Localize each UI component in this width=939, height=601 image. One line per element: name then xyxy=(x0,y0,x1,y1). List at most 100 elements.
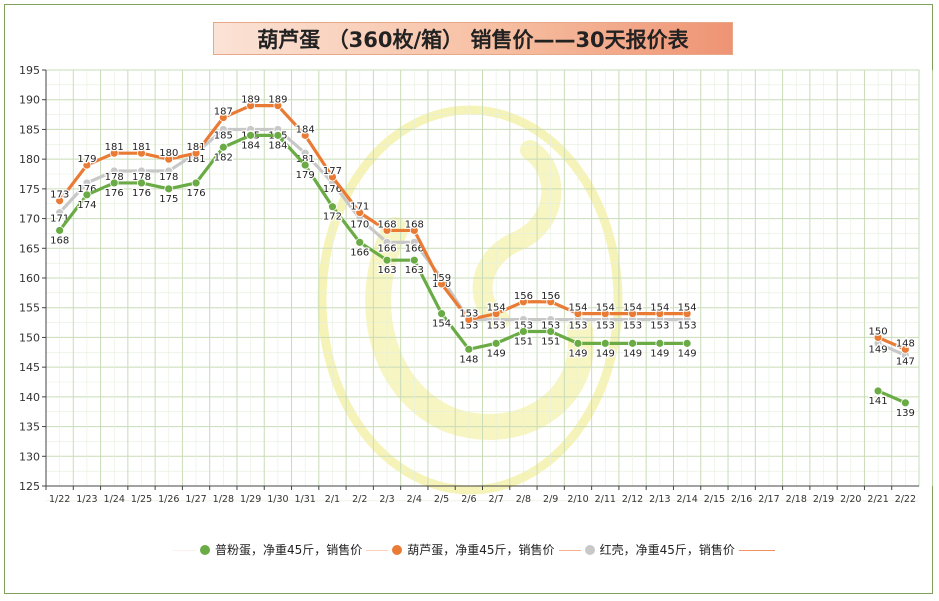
data-label: 168 xyxy=(405,219,424,230)
x-tick-label: 2/15 xyxy=(704,494,725,505)
data-label: 151 xyxy=(541,336,560,347)
y-tick-label: 165 xyxy=(19,242,40,255)
data-point xyxy=(437,309,446,319)
data-label: 180 xyxy=(159,148,178,159)
x-tick-label: 2/14 xyxy=(676,494,697,505)
data-point xyxy=(464,344,474,354)
data-label: 166 xyxy=(405,243,424,254)
y-tick-label: 150 xyxy=(19,331,40,344)
data-label: 185 xyxy=(214,130,233,141)
data-point xyxy=(900,344,910,354)
x-tick-label: 2/1 xyxy=(325,494,340,505)
legend-item-2: 葫芦蛋，净重45斤，销售价 xyxy=(388,541,559,558)
data-label: 175 xyxy=(159,194,178,205)
data-point xyxy=(519,315,528,325)
data-point xyxy=(409,226,419,235)
x-tick-label: 2/12 xyxy=(622,494,643,505)
data-label: 166 xyxy=(350,247,369,258)
x-tick-label: 1/29 xyxy=(240,494,261,505)
legend-label: 红壳，净重45斤，销售价 xyxy=(599,543,735,557)
data-point xyxy=(164,184,174,194)
x-tick-label: 2/13 xyxy=(649,494,670,505)
data-point xyxy=(655,309,665,319)
data-point xyxy=(355,237,365,247)
data-label: 171 xyxy=(350,202,369,213)
watermark-swirl xyxy=(365,217,594,440)
series-layer: 1711761781781781811851851851811761701661… xyxy=(49,93,916,420)
data-point xyxy=(355,208,365,218)
data-label: 141 xyxy=(869,396,888,407)
data-label: 139 xyxy=(896,408,915,419)
data-point xyxy=(300,148,310,158)
data-label: 148 xyxy=(459,354,478,365)
data-point xyxy=(573,309,583,319)
series-line xyxy=(877,341,906,357)
data-label: 149 xyxy=(623,348,642,359)
data-point xyxy=(164,166,174,176)
x-tick-label: 2/4 xyxy=(407,494,422,505)
x-tick-label: 2/2 xyxy=(352,494,367,505)
legend-marker-icon xyxy=(200,544,210,555)
data-label: 150 xyxy=(869,326,888,337)
x-tick-label: 2/21 xyxy=(867,494,888,505)
data-point xyxy=(300,130,310,140)
data-point xyxy=(137,148,146,158)
data-point xyxy=(409,255,419,265)
data-label: 153 xyxy=(678,321,697,332)
data-label: 166 xyxy=(377,243,396,254)
legend-marker-icon xyxy=(392,544,403,555)
data-point xyxy=(137,166,146,176)
data-point xyxy=(191,148,201,158)
data-label: 163 xyxy=(405,265,424,276)
data-label: 184 xyxy=(268,140,287,151)
data-label: 178 xyxy=(132,172,151,183)
data-point xyxy=(382,237,392,247)
y-tick-label: 140 xyxy=(19,391,40,404)
data-label: 153 xyxy=(568,321,587,332)
data-point xyxy=(218,125,228,134)
data-label: 154 xyxy=(568,303,587,314)
data-label: 182 xyxy=(214,152,233,163)
x-tick-label: 1/31 xyxy=(295,494,316,505)
data-point xyxy=(82,160,92,170)
data-label: 179 xyxy=(296,170,315,181)
series-line xyxy=(877,335,906,351)
legend-label: 普粉蛋，净重45斤，销售价 xyxy=(215,543,363,557)
data-point xyxy=(655,338,665,348)
data-point xyxy=(82,190,92,200)
watermark-swirl xyxy=(472,140,562,330)
data-point xyxy=(55,226,65,235)
y-tick-label: 135 xyxy=(19,421,40,434)
data-point xyxy=(519,297,528,307)
data-label: 174 xyxy=(77,200,96,211)
data-label: 153 xyxy=(623,321,642,332)
data-point xyxy=(491,338,501,348)
data-point xyxy=(873,386,883,396)
data-label: 153 xyxy=(541,321,560,332)
data-label: 170 xyxy=(350,220,369,231)
data-label: 176 xyxy=(105,188,124,199)
series-1: 168 174 176 176 175 176 182 184 184 179 172 166 163 1… xyxy=(49,130,916,420)
data-point xyxy=(328,172,337,182)
data-label: 184 xyxy=(296,124,315,135)
data-label: 154 xyxy=(623,303,642,314)
y-tick-label: 155 xyxy=(19,302,40,315)
data-point xyxy=(218,113,228,122)
data-label: 149 xyxy=(678,348,697,359)
data-point xyxy=(218,142,228,152)
data-label: 168 xyxy=(377,219,396,230)
legend-item-3: 红壳，净重45斤，销售价 xyxy=(580,541,739,558)
data-point xyxy=(519,327,528,336)
data-label: 189 xyxy=(268,95,287,106)
data-point xyxy=(682,338,692,348)
x-tick-label: 2/16 xyxy=(731,494,752,505)
x-tick-label: 2/20 xyxy=(840,494,861,505)
data-point xyxy=(682,309,692,319)
x-tick-label: 1/26 xyxy=(158,494,179,505)
x-tick-label: 2/17 xyxy=(758,494,779,505)
axes: 1251301351401451501551601651701751801851… xyxy=(19,64,919,505)
x-tick-label: 2/19 xyxy=(813,494,834,505)
data-point xyxy=(600,338,610,348)
data-point xyxy=(55,208,65,218)
